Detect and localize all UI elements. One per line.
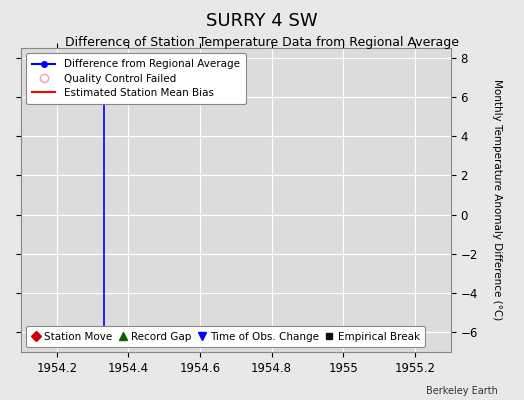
- Text: SURRY 4 SW: SURRY 4 SW: [206, 12, 318, 30]
- Text: Difference of Station Temperature Data from Regional Average: Difference of Station Temperature Data f…: [65, 36, 459, 49]
- Legend: Station Move, Record Gap, Time of Obs. Change, Empirical Break: Station Move, Record Gap, Time of Obs. C…: [26, 326, 425, 347]
- Y-axis label: Monthly Temperature Anomaly Difference (°C): Monthly Temperature Anomaly Difference (…: [492, 79, 501, 321]
- Text: Berkeley Earth: Berkeley Earth: [426, 386, 498, 396]
